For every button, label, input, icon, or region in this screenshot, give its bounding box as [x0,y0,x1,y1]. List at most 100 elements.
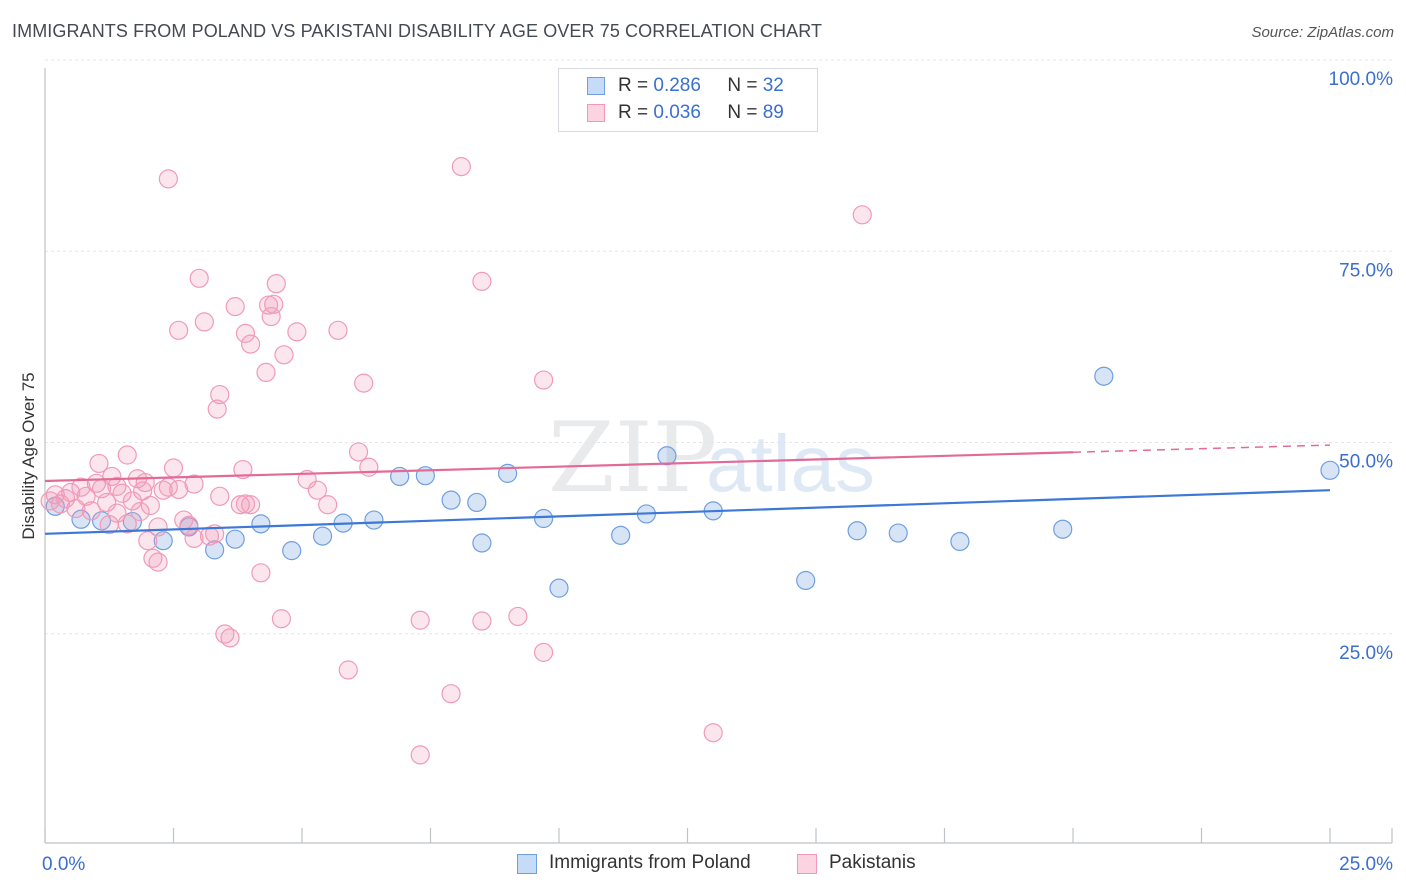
pakistani-point [410,610,430,630]
pakistani-point [233,459,253,480]
pakistani-point [102,466,122,487]
pakistani-point [45,485,65,505]
pakistani-point [307,480,328,500]
pakistani-point [71,477,91,497]
pakistani-point [328,320,348,340]
poland-point [225,529,245,549]
bottom-legend-label-poland: Immigrants from Poland [549,852,751,873]
poland-point [467,492,487,513]
poland-point [251,514,271,534]
poland-point [312,526,333,546]
pakistani-point [264,294,284,314]
pakistani-point [235,494,256,514]
pakistani-point [256,362,276,382]
pakistani-point [359,457,379,477]
bottom-legend-label-pakistanis: Pakistanis [829,852,916,873]
trend-line-poland [44,489,1331,535]
pakistani-point [153,480,173,500]
poland-point [888,523,908,543]
legend-r-value-poland: 0.286 [653,75,701,96]
y-tick-label: 25.0% [1339,643,1393,664]
pakistani-point [451,157,471,177]
pakistani-point [122,491,142,511]
bottom-legend-swatch-poland [517,854,537,874]
pakistani-point [143,548,163,568]
pakistani-point [266,274,286,294]
legend-n-label: N = [727,102,758,123]
trend-line-pakistanis-extrapolated [1072,444,1331,454]
watermark: ZIP atlas [548,402,875,514]
pakistani-point [117,514,137,534]
pakistani-point [508,606,528,627]
pakistani-point [189,268,209,288]
x-tick-label-min: 0.0% [42,854,85,875]
legend-n-value-pakistanis: 89 [762,102,784,123]
pakistani-point [194,312,214,332]
pakistani-point [138,531,158,551]
pakistani-point [338,660,358,680]
poland-point [364,510,384,530]
pakistani-point [158,169,178,189]
pakistani-point [241,495,261,515]
pakistani-point [274,345,294,365]
poland-point [1320,460,1340,480]
pakistani-point [251,563,271,583]
points-layer [40,157,1340,765]
pakistani-point [210,486,230,506]
pakistani-point [66,498,86,519]
pakistani-point [472,611,492,631]
watermark-atlas: atlas [706,419,875,508]
pakistani-point [533,642,554,662]
y-tick-label: 50.0% [1339,452,1393,473]
pakistani-point [76,486,96,506]
pakistani-point [348,442,369,462]
legend-r-label: R = [618,102,649,123]
legend-swatch-poland [587,77,605,95]
x-tick-label-max: 25.0% [1339,854,1393,875]
pakistani-point [441,684,461,704]
pakistani-point [354,373,374,393]
poland-point [282,541,302,561]
axes [44,68,1393,844]
pakistani-point [225,297,245,317]
pakistani-point [81,501,101,521]
chart-title: IMMIGRANTS FROM POLAND VS PAKISTANI DISA… [12,21,823,41]
pakistani-point [207,399,227,419]
legend-swatch-pakistanis [587,104,605,122]
poland-point [657,446,677,466]
pakistani-point [235,323,256,343]
pakistani-point [130,502,150,522]
pakistani-point [215,624,235,644]
pakistani-point [318,495,338,515]
pakistani-point [287,322,307,342]
y-tick-label: 100.0% [1329,69,1394,90]
pakistani-point [271,609,292,629]
poland-point [441,490,461,510]
poland-point [950,531,970,552]
poland-point [472,533,492,553]
pakistani-point [169,479,189,500]
legend-r-value-pakistanis: 0.036 [653,102,701,123]
poland-point [533,508,554,529]
pakistani-point [163,458,184,478]
pakistani-point [261,306,281,327]
pakistani-point [220,628,240,648]
y-tick-labels: 100.0% 75.0% 50.0% 25.0% [1329,69,1394,664]
pakistani-point [184,474,204,494]
pakistani-point [55,489,76,509]
y-tick-label: 75.0% [1339,260,1393,281]
pakistani-point [230,495,250,515]
poland-point [549,578,569,598]
correlation-legend: R = 0.286 N = 32 R = 0.036 N = 89 [558,68,818,132]
pakistani-point [169,320,189,340]
trend-lines [44,444,1331,535]
pakistani-point [258,295,279,315]
pakistani-point [117,445,137,465]
pakistani-point [472,271,492,291]
y-axis-label: Disability Age Over 75 [19,372,38,539]
trend-line-pakistanis [44,451,1074,483]
pakistani-point [852,205,872,225]
pakistani-point [410,745,430,765]
chart-source: Source: ZipAtlas.com [1251,24,1394,41]
